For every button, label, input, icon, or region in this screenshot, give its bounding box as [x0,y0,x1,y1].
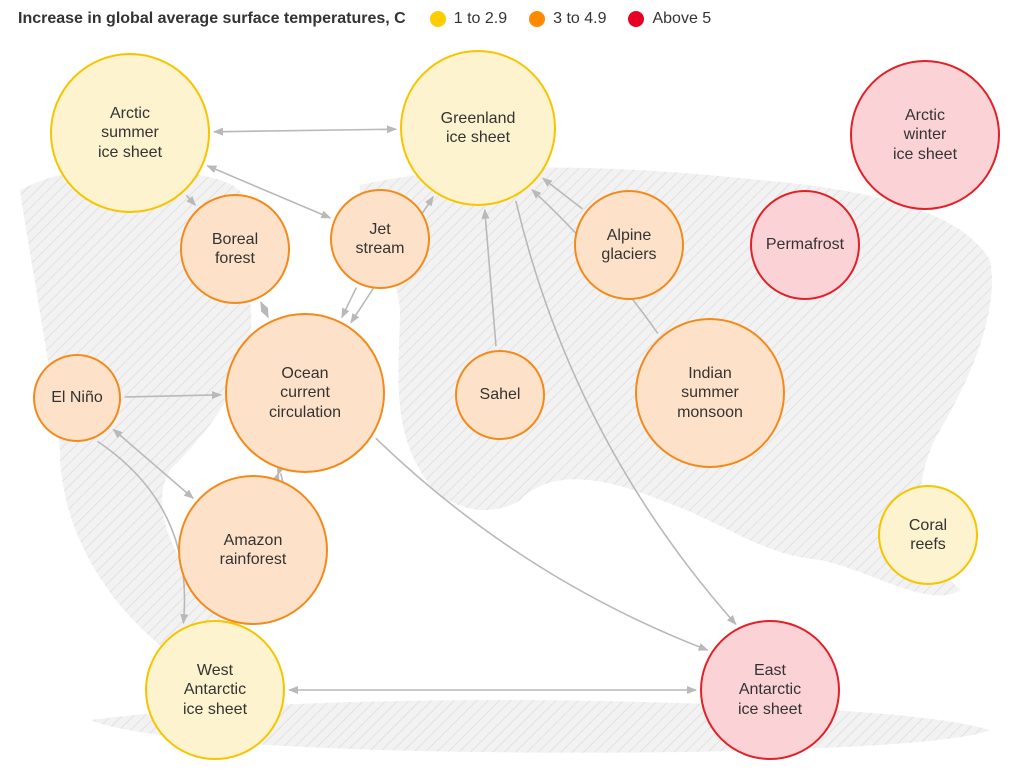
chart-title: Increase in global average surface tempe… [18,10,406,28]
node-coral: Coralreefs [878,485,978,585]
edge-arctic_summer-greenland [214,129,396,132]
node-permafrost: Permafrost [750,190,860,300]
diagram-stage: Increase in global average surface tempe… [0,0,1024,783]
node-boreal: Borealforest [180,194,290,304]
node-label: Coralreefs [909,516,947,554]
edge-boreal-occ [261,302,268,317]
node-label: Amazonrainforest [220,531,287,569]
node-sahel: Sahel [455,350,545,440]
legend-label: 1 to 2.9 [454,10,507,28]
node-label: Permafrost [766,235,844,254]
node-label: Greenlandice sheet [441,109,516,147]
node-occ: Oceancurrentcirculation [225,313,385,473]
legend-label: 3 to 4.9 [553,10,606,28]
edge-occ-amazon [278,473,279,475]
node-greenland: Greenlandice sheet [400,50,556,206]
node-label: Alpineglaciers [601,226,656,264]
legend: 1 to 2.9 3 to 4.9 Above 5 [430,10,711,28]
node-label: Jetstream [356,220,405,258]
node-amazon: Amazonrainforest [178,475,328,625]
node-jet: Jetstream [330,189,430,289]
node-arctic_summer: Arcticsummerice sheet [50,53,210,213]
node-label: Sahel [480,385,521,404]
legend-dot-icon [430,11,446,27]
node-label: Borealforest [212,230,258,268]
node-label: Arcticwinterice sheet [893,106,957,164]
legend-item-mid: 3 to 4.9 [529,10,606,28]
node-label: Indiansummermonsoon [677,364,743,422]
node-wais: WestAntarcticice sheet [145,620,285,760]
legend-item-low: 1 to 2.9 [430,10,507,28]
legend-dot-icon [529,11,545,27]
legend-item-high: Above 5 [628,10,711,28]
node-label: Arcticsummerice sheet [98,104,162,162]
node-monsoon: Indiansummermonsoon [635,318,785,468]
node-label: EastAntarcticice sheet [738,661,802,719]
legend-dot-icon [628,11,644,27]
node-alpine: Alpineglaciers [574,190,684,300]
node-arctic_winter: Arcticwinterice sheet [850,60,1000,210]
node-label: El Niño [51,388,103,407]
edge-jet-occ [342,288,357,318]
node-elnino: El Niño [33,354,121,442]
header-row: Increase in global average surface tempe… [18,10,711,28]
node-label: Oceancurrentcirculation [269,364,341,422]
legend-label: Above 5 [652,10,711,28]
node-eais: EastAntarcticice sheet [700,620,840,760]
node-label: WestAntarcticice sheet [183,661,247,719]
